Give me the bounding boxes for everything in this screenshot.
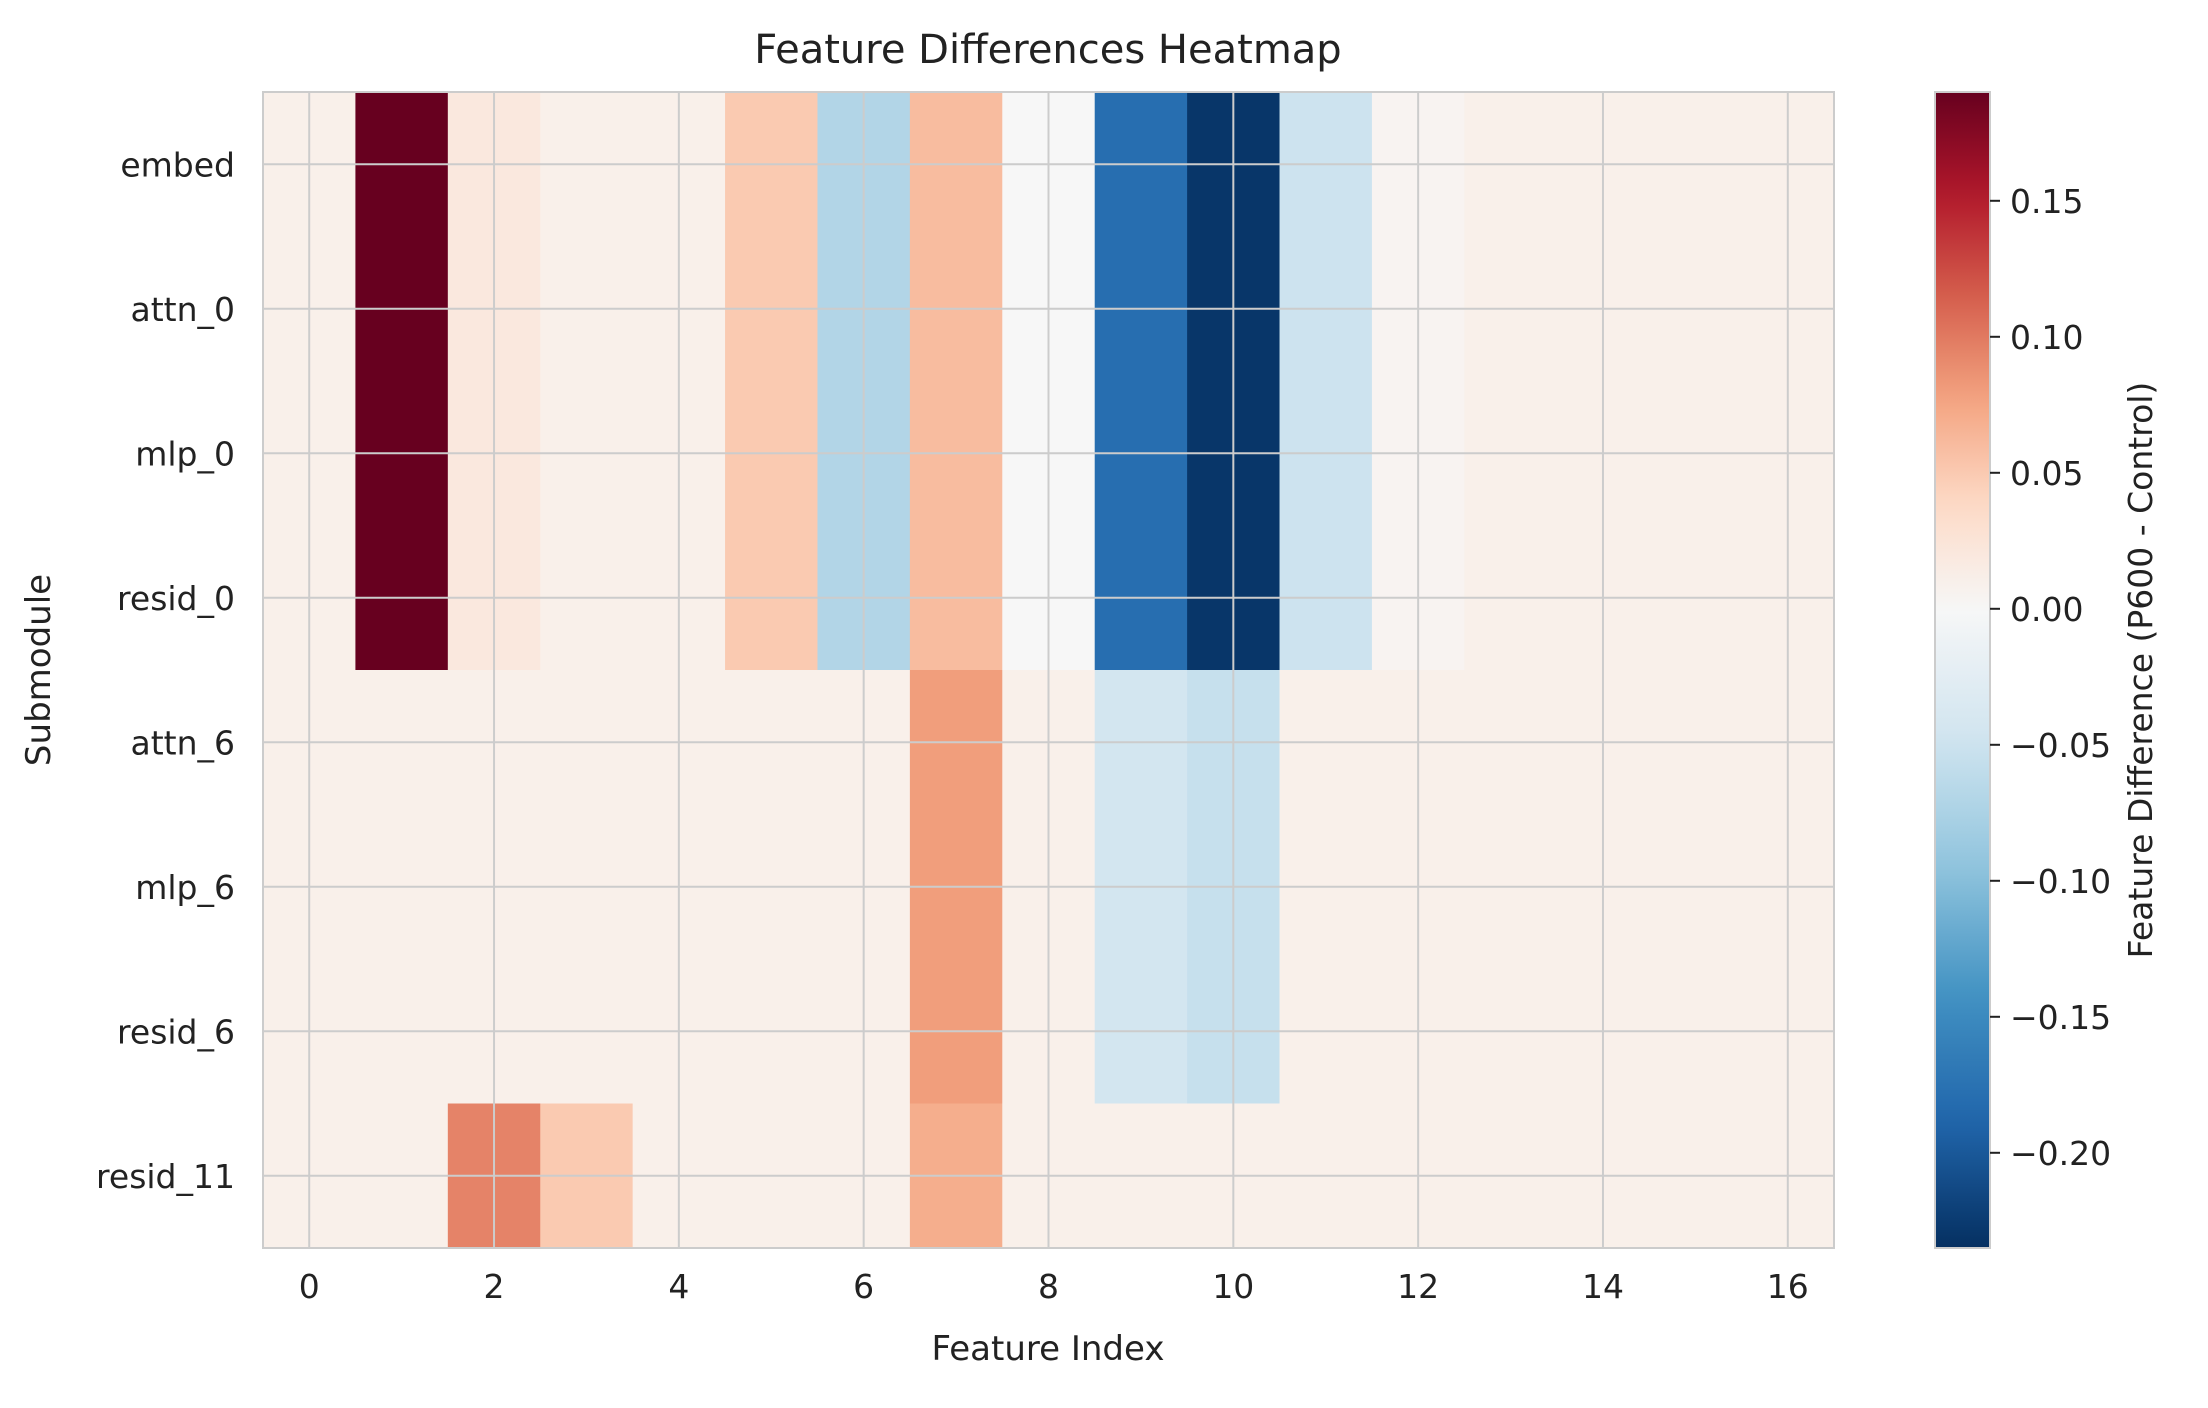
colorbar [1934, 91, 1991, 1249]
colorbar-label: Feature Difference (P600 - Control) [2121, 382, 2160, 959]
x-axis-label: Feature Index [932, 1329, 1165, 1369]
chart-title: Feature Differences Heatmap [754, 27, 1341, 73]
x-tick-label: 6 [853, 1267, 874, 1306]
y-axis-ticks: embed attn_0 mlp_0 resid_0 attn_6 mlp_6 resid_… [96, 145, 235, 1196]
y-tick-label: mlp_0 [135, 434, 235, 473]
colorbar-tick-label: −0.15 [2010, 998, 2111, 1037]
colorbar-tick-label: 0.10 [2010, 318, 2083, 357]
y-axis-label: Submodule [19, 574, 59, 766]
colorbar-tick-label: 0.05 [2010, 454, 2083, 493]
x-tick-label: 0 [299, 1267, 320, 1306]
colorbar-tick-label: 0.15 [2010, 182, 2083, 221]
x-axis-ticks: 0 2 4 6 8 10 12 14 16 [299, 1267, 1809, 1306]
y-tick-label: resid_0 [117, 579, 235, 618]
x-tick-label: 14 [1582, 1267, 1624, 1306]
y-tick-label: resid_6 [117, 1012, 235, 1051]
x-tick-label: 4 [668, 1267, 689, 1306]
colorbar-ticks: 0.15 0.10 0.05 0.00 −0.05 −0.10 −0.15 −0.20 [1990, 182, 2111, 1173]
colorbar-tick-label: −0.10 [2010, 862, 2111, 901]
x-tick-label: 16 [1767, 1267, 1809, 1306]
colorbar-tick-label: −0.05 [2010, 726, 2111, 765]
colorbar-tick-label: −0.20 [2010, 1134, 2111, 1173]
y-tick-label: resid_11 [96, 1157, 235, 1196]
colorbar-tick-label: 0.00 [2010, 590, 2083, 629]
gridlines [263, 92, 1834, 1248]
x-tick-label: 8 [1038, 1267, 1059, 1306]
y-tick-label: attn_0 [130, 290, 235, 329]
x-tick-label: 12 [1397, 1267, 1439, 1306]
x-tick-label: 10 [1212, 1267, 1254, 1306]
y-tick-label: embed [120, 145, 235, 184]
x-tick-label: 2 [484, 1267, 505, 1306]
y-tick-label: attn_6 [130, 723, 235, 762]
y-tick-label: mlp_6 [135, 868, 235, 907]
plot-frame [262, 91, 1835, 1249]
